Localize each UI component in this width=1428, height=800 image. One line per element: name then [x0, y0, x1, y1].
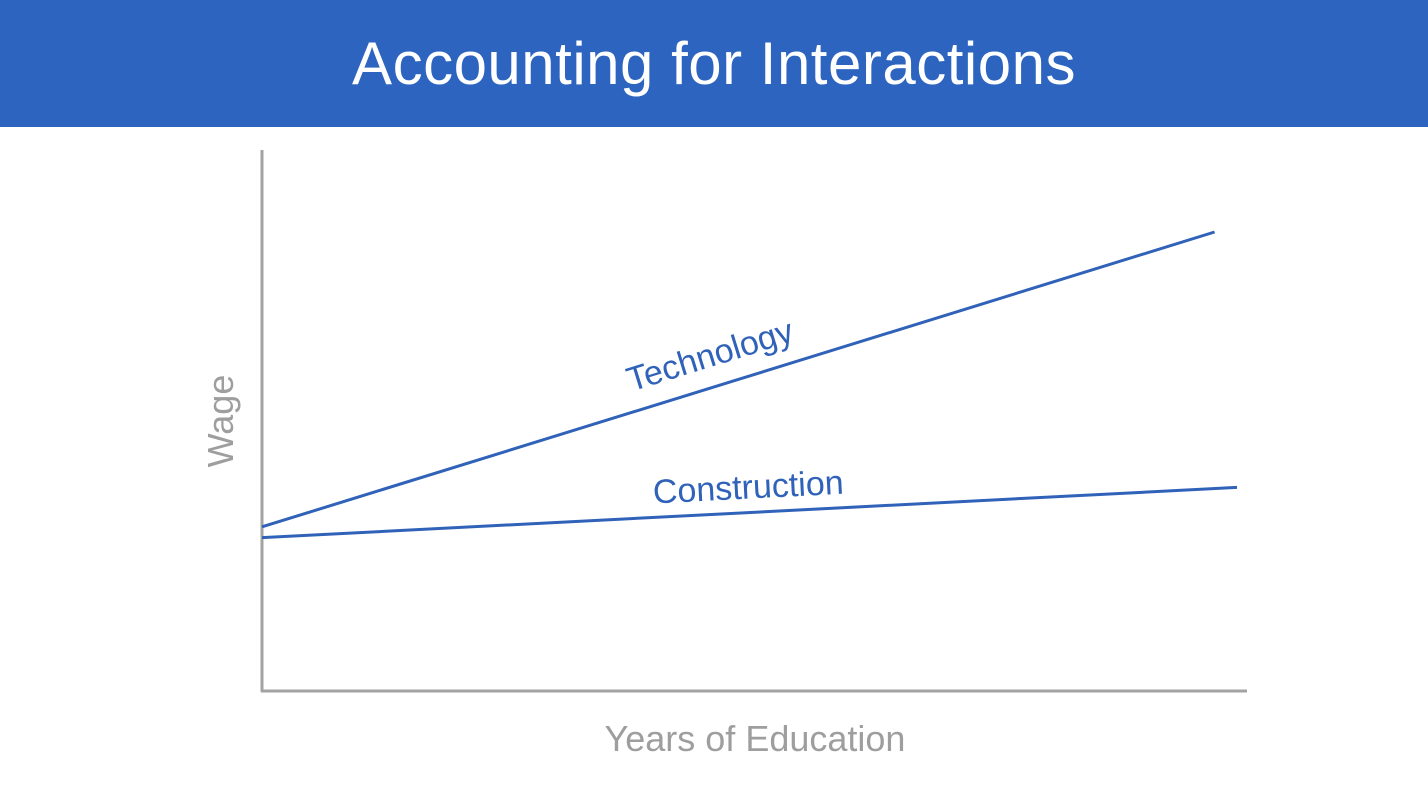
slide-title: Accounting for Interactions: [352, 30, 1076, 97]
series-label-construction: Construction: [652, 464, 845, 512]
series-label-technology: Technology: [622, 312, 798, 399]
series-group: Technology Construction: [261, 230, 1238, 540]
series-line-technology: [261, 230, 1216, 529]
title-bar: Accounting for Interactions: [0, 0, 1428, 127]
x-axis-label: Years of Education: [605, 718, 906, 759]
series-line-construction: [261, 485, 1238, 540]
y-axis-label: Wage: [200, 375, 241, 468]
